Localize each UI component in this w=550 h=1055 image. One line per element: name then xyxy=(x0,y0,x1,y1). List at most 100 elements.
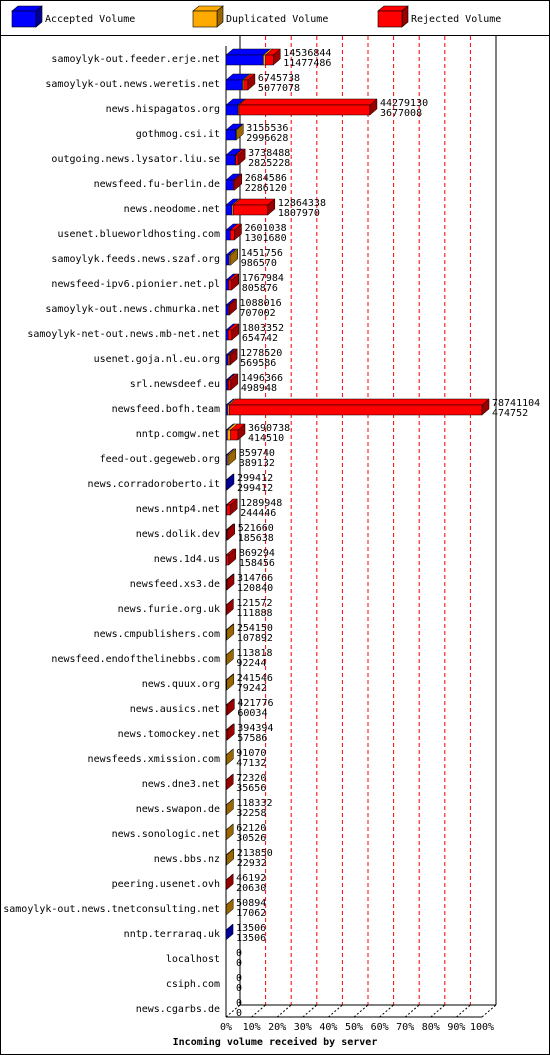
tick-mark xyxy=(251,1004,266,1018)
bar-side xyxy=(227,723,235,741)
y-tick-label: samoylyk-out.news.tnetconsulting.net xyxy=(3,904,220,915)
y-tick-label: samoylyk-out.news.weretis.net xyxy=(45,79,220,90)
accepted-label: 569586 xyxy=(240,358,276,369)
bar xyxy=(226,504,231,516)
total-label: 72320 xyxy=(236,773,266,784)
total-label: 299412 xyxy=(237,473,273,484)
bar-side xyxy=(273,48,281,66)
legend-label: Accepted Volume xyxy=(45,14,135,25)
tick-mark xyxy=(456,1004,471,1018)
total-label: 13506 xyxy=(236,923,266,934)
total-label: 2684586 xyxy=(245,173,287,184)
y-tick-label: newsfeed.endofthelinebbs.com xyxy=(51,654,220,665)
accepted-label: 0 xyxy=(236,983,242,994)
accepted-label: 414510 xyxy=(248,433,284,444)
total-label: 521660 xyxy=(238,523,274,534)
bar xyxy=(225,229,231,241)
bar-side xyxy=(225,923,234,941)
y-tick-label: news.quux.org xyxy=(142,679,220,690)
accepted-label: 0 xyxy=(236,1008,242,1019)
total-label: 78741104 xyxy=(492,398,540,409)
total-label: 46192 xyxy=(236,873,266,884)
bar-side xyxy=(225,873,234,891)
y-tick-label: newsfeed-ipv6.pionier.net.pl xyxy=(51,279,220,290)
x-tick-label: 60% xyxy=(371,1022,389,1033)
y-tick-label: news.ausics.net xyxy=(130,704,220,715)
total-label: 6745738 xyxy=(258,73,300,84)
total-label: 3690738 xyxy=(248,423,290,434)
accepted-label: 158456 xyxy=(239,558,275,569)
bar-side xyxy=(225,773,234,791)
bar-side xyxy=(229,298,237,316)
y-tick-label: news.furie.org.uk xyxy=(118,604,220,615)
total-label: 0 xyxy=(236,948,242,959)
accepted-label: 11477486 xyxy=(283,58,331,69)
bar xyxy=(225,104,239,116)
legend-swatch xyxy=(192,10,218,28)
y-tick-label: usenet.goja.nl.eu.org xyxy=(94,354,220,365)
bar-top xyxy=(228,398,490,406)
accepted-label: 47132 xyxy=(236,758,266,769)
y-tick-label: news.corradoroberto.it xyxy=(88,479,220,490)
x-tick-label: 20% xyxy=(268,1022,286,1033)
total-label: 1088016 xyxy=(240,298,282,309)
accepted-label: 654742 xyxy=(242,333,278,344)
accepted-label: 92244 xyxy=(236,658,266,669)
y-tick-label: gothmog.csi.it xyxy=(136,129,220,140)
tick-mark xyxy=(481,1004,497,1018)
legend-swatch xyxy=(11,10,37,28)
accepted-label: 299412 xyxy=(237,483,273,494)
axis-title: Incoming volume received by server xyxy=(173,1036,378,1048)
accepted-label: 79242 xyxy=(237,683,267,694)
accepted-label: 32258 xyxy=(236,808,266,819)
total-label: 0 xyxy=(236,973,242,984)
bar-side xyxy=(231,273,239,291)
bar xyxy=(230,429,239,441)
tick-mark xyxy=(379,1004,394,1018)
accepted-label: 389132 xyxy=(239,458,275,469)
bar-side xyxy=(225,898,234,916)
bar-side xyxy=(236,123,244,141)
accepted-label: 498948 xyxy=(241,383,277,394)
bar-top xyxy=(238,98,378,106)
tick-mark xyxy=(328,1004,343,1018)
total-label: 1451756 xyxy=(241,248,283,259)
tick-mark xyxy=(404,1004,420,1018)
total-label: 241546 xyxy=(237,673,273,684)
accepted-label: 17062 xyxy=(236,908,266,919)
bar xyxy=(225,254,230,266)
bar-side xyxy=(226,473,235,491)
y-tick-label: peering.usenet.ovh xyxy=(112,879,220,890)
bar-side xyxy=(226,623,235,641)
y-tick-label: news.swapon.de xyxy=(136,804,220,815)
accepted-label: 2996628 xyxy=(246,133,288,144)
bar xyxy=(225,354,229,366)
total-label: 1767984 xyxy=(242,273,284,284)
bar-side xyxy=(481,398,490,416)
y-tick-label: news.hispagatos.org xyxy=(106,104,220,115)
bar xyxy=(235,154,239,166)
bar-side xyxy=(227,523,235,541)
legend-swatch xyxy=(377,10,403,28)
x-tick-label: 50% xyxy=(345,1022,363,1033)
bar xyxy=(227,329,233,341)
total-label: 113818 xyxy=(236,648,272,659)
bar xyxy=(225,279,229,291)
x-tick-label: 80% xyxy=(422,1022,440,1033)
total-label: 394394 xyxy=(237,723,273,734)
x-tick-label: 30% xyxy=(294,1022,312,1033)
y-tick-label: news.tomockey.net xyxy=(118,729,220,740)
total-label: 44279130 xyxy=(380,98,428,109)
bar xyxy=(225,179,234,191)
bar-side xyxy=(226,748,234,766)
y-tick-label: feed-out.gegeweb.org xyxy=(100,454,220,465)
total-label: 254150 xyxy=(237,623,273,634)
y-tick-label: news.neodome.net xyxy=(124,204,220,215)
y-tick-label: samoylyk-out.news.chmurka.net xyxy=(45,304,220,315)
accepted-label: 35656 xyxy=(236,783,266,794)
bar xyxy=(228,379,232,391)
accepted-label: 107892 xyxy=(237,633,273,644)
legend-label: Duplicated Volume xyxy=(226,14,328,25)
